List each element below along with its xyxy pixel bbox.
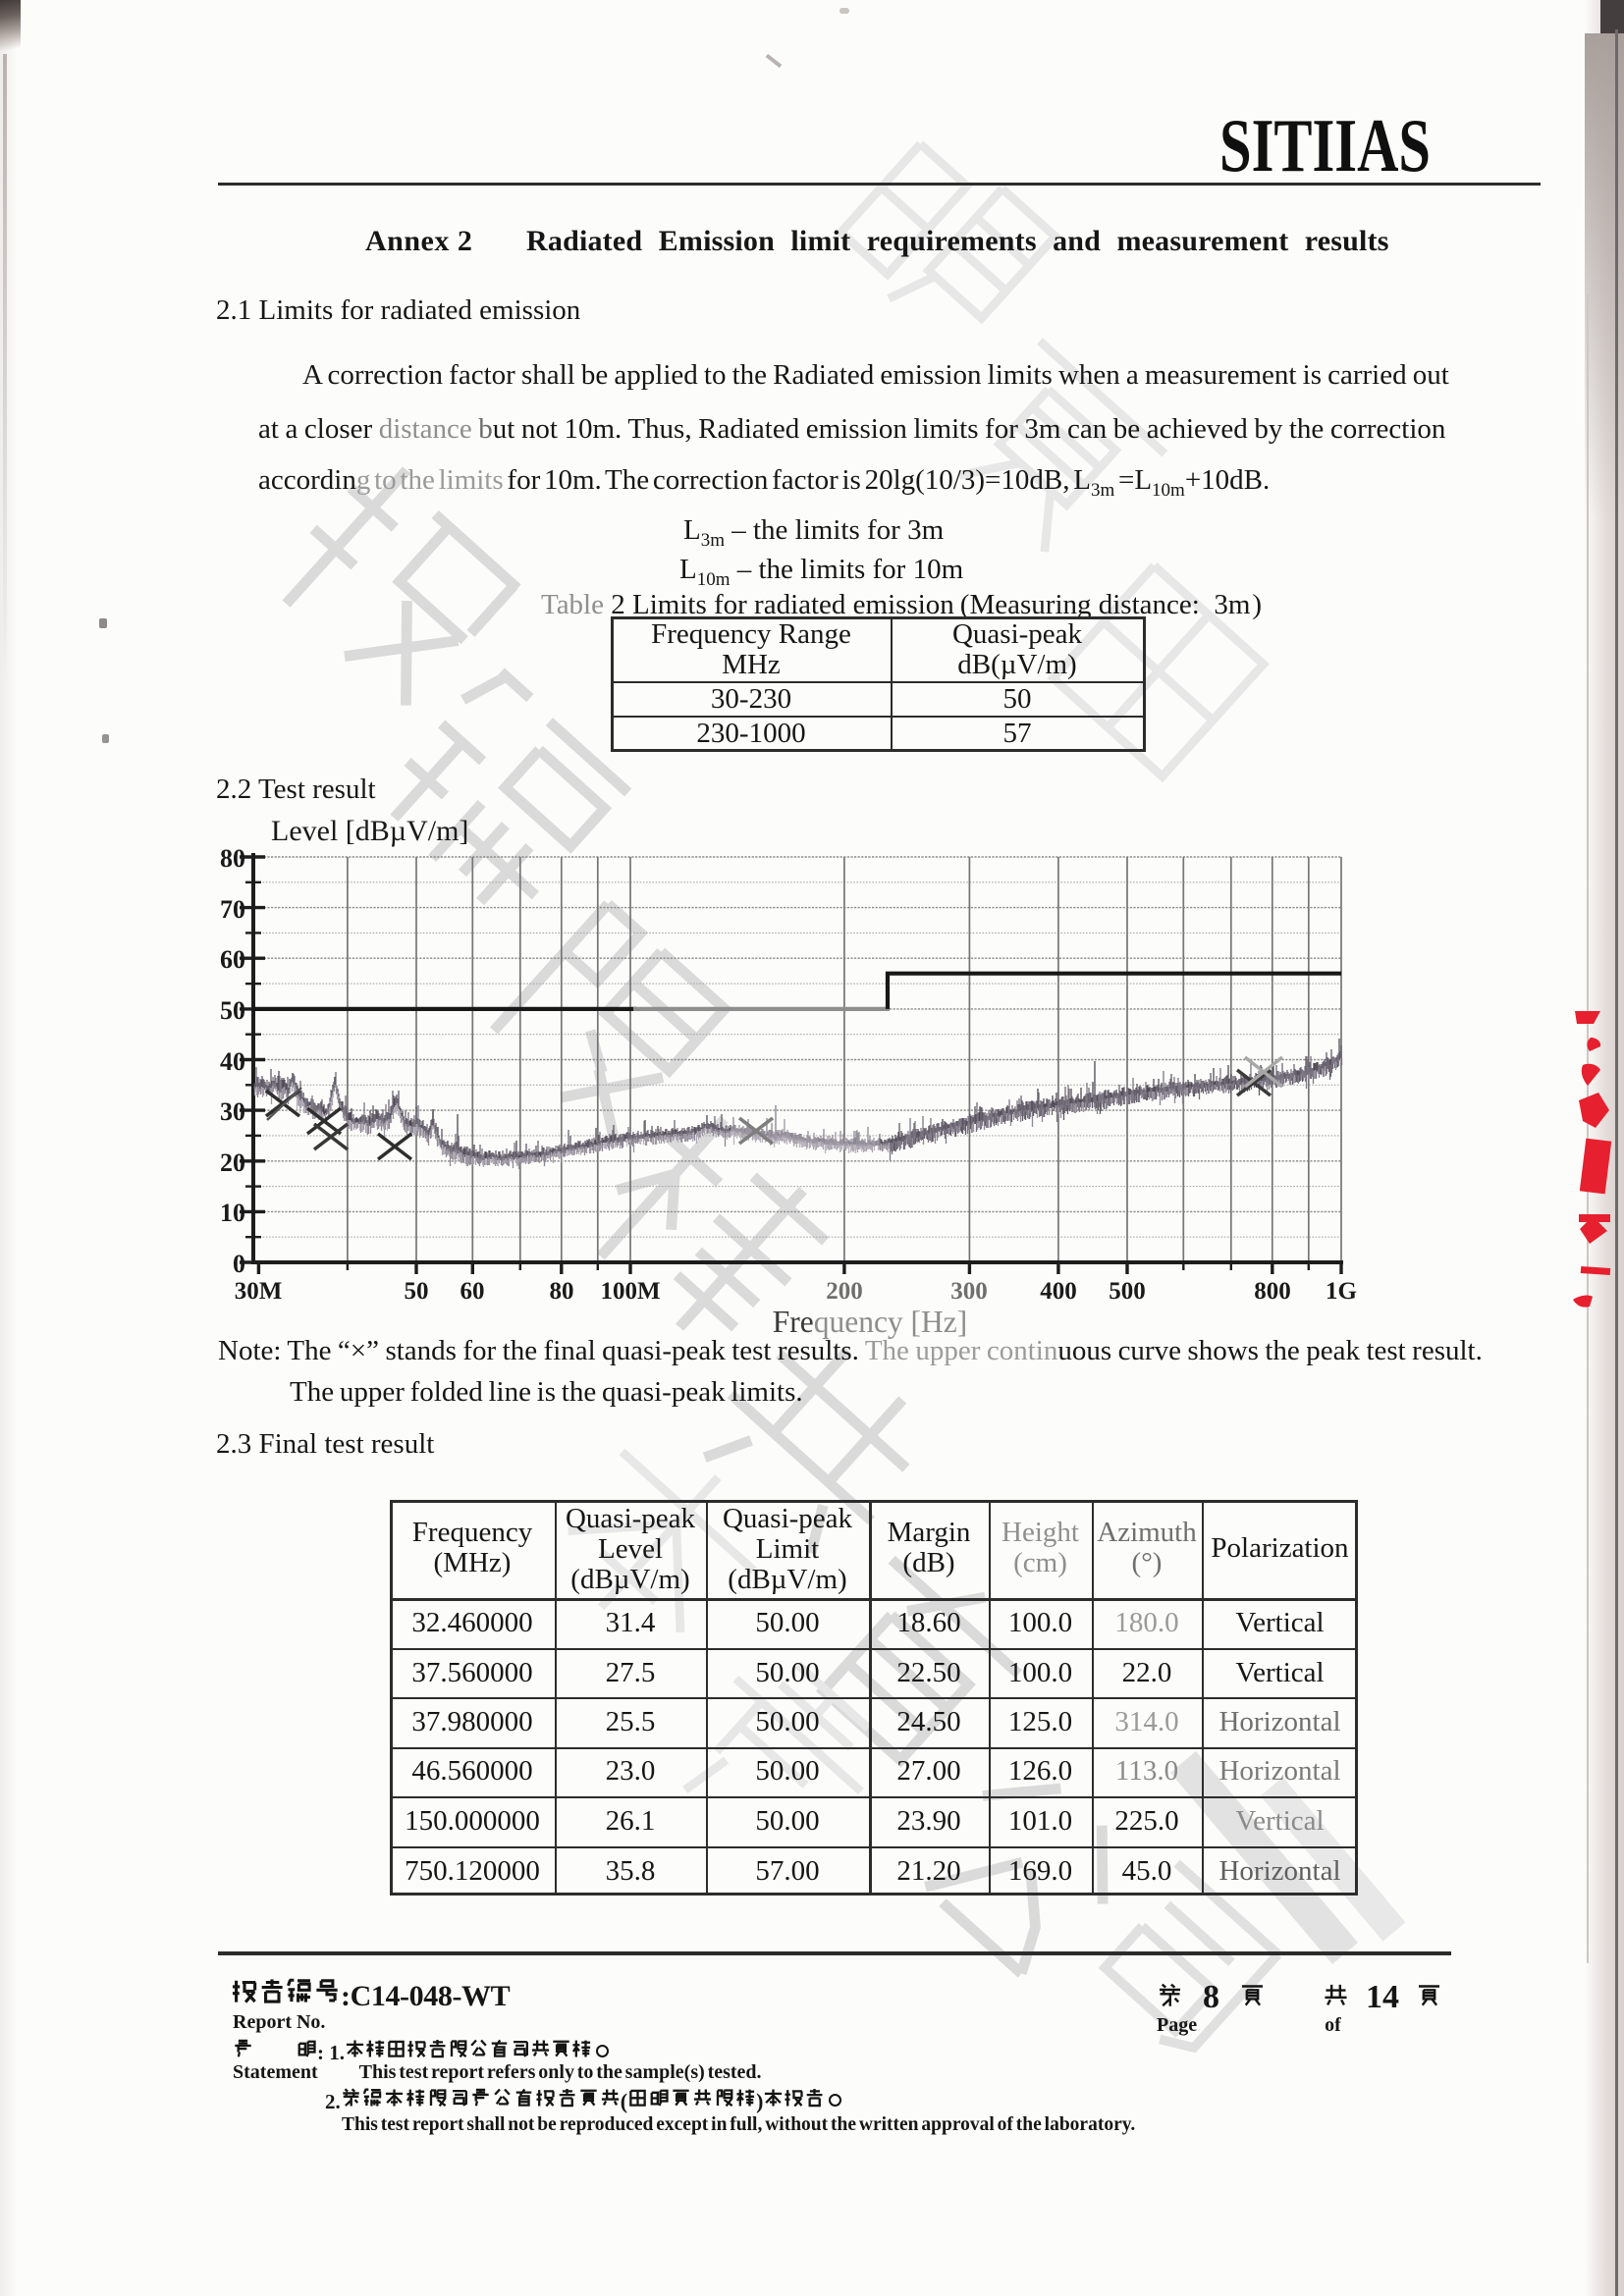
svg-text:50: 50 — [405, 1278, 429, 1305]
svg-text:10: 10 — [220, 1199, 245, 1227]
svg-text:30: 30 — [220, 1097, 245, 1126]
svg-text:Level [dBµV/m]: Level [dBµV/m] — [271, 815, 468, 847]
svg-text:800: 800 — [1254, 1278, 1291, 1305]
svg-text:1G: 1G — [1326, 1278, 1357, 1305]
svg-text:60: 60 — [220, 945, 245, 974]
svg-text:500: 500 — [1109, 1278, 1146, 1305]
svg-text:SITIIAS: SITIIAS — [1219, 103, 1431, 187]
svg-text:60: 60 — [460, 1278, 485, 1305]
svg-text:80: 80 — [220, 844, 245, 873]
svg-text:20: 20 — [220, 1148, 245, 1177]
svg-text:100M: 100M — [600, 1278, 660, 1305]
svg-text:200: 200 — [826, 1278, 863, 1305]
svg-text:400: 400 — [1040, 1278, 1077, 1305]
svg-text:0: 0 — [233, 1250, 245, 1278]
svg-text:30M: 30M — [235, 1278, 283, 1305]
svg-text:40: 40 — [220, 1047, 245, 1076]
svg-text:70: 70 — [220, 895, 245, 924]
svg-text:300: 300 — [950, 1278, 988, 1305]
svg-text:Frequency [Hz]: Frequency [Hz] — [773, 1305, 968, 1339]
svg-text:50: 50 — [220, 996, 245, 1025]
svg-text:80: 80 — [550, 1278, 574, 1305]
